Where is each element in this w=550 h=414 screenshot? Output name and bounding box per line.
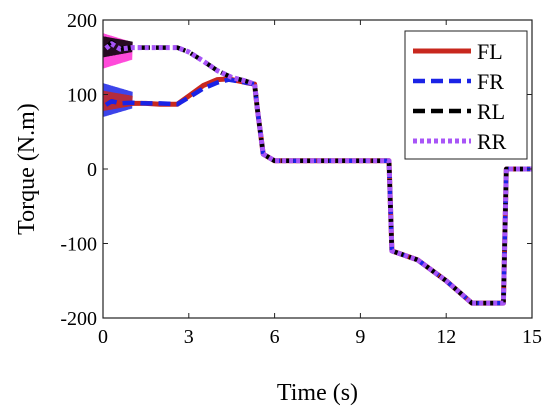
x-tick-label: 6	[270, 326, 280, 348]
oscillation-fr	[103, 83, 133, 117]
legend-label-fl: FL	[477, 39, 503, 64]
y-tick-label: 100	[67, 85, 97, 107]
legend-label-rl: RL	[477, 99, 505, 124]
oscillation-rl	[103, 36, 133, 58]
y-tick-label: -200	[60, 308, 97, 330]
x-tick-label: 12	[436, 326, 456, 348]
x-tick-label: 15	[522, 326, 542, 348]
series-line-fr	[104, 77, 532, 306]
plot-area	[103, 33, 532, 306]
legend-label-rr: RR	[477, 129, 507, 154]
y-tick-label: 0	[87, 159, 97, 181]
x-axis-label: Time (s)	[277, 380, 358, 406]
legend: FL FR RL RR	[404, 30, 528, 160]
y-tick-label: 200	[67, 10, 97, 32]
oscillation-fl	[103, 90, 133, 111]
series-line-rr	[104, 41, 532, 306]
y-tick-label: -100	[60, 234, 97, 256]
x-tick-label: 0	[98, 326, 108, 348]
axes: 0 3 6 9 12 15 -200 -100 0 100 200	[60, 10, 542, 348]
legend-label-fr: FR	[477, 69, 504, 94]
y-axis-label: Torque (N.m)	[14, 103, 40, 235]
x-tick-label: 9	[355, 326, 365, 348]
x-tick-label: 3	[184, 326, 194, 348]
